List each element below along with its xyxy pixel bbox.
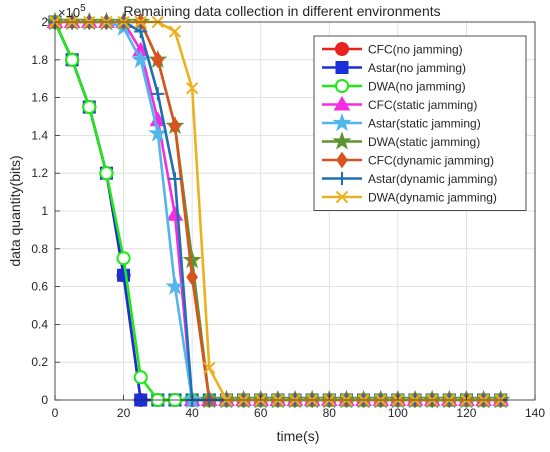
y-tick-label: 1 — [41, 204, 48, 218]
legend-label: CFC(static jamming) — [368, 98, 477, 112]
data-point-diamond — [152, 51, 164, 69]
data-point-square — [117, 268, 131, 282]
y-tick-label: 0.8 — [31, 242, 48, 256]
data-point-star — [332, 112, 352, 132]
legend-entry: DWA(no jamming) — [322, 78, 466, 94]
x-axis-label: time(s) — [277, 428, 320, 444]
data-point-diamond — [186, 268, 198, 286]
y-tick-label: 0.2 — [31, 355, 48, 369]
legend-entry: CFC(static jamming) — [322, 95, 477, 112]
data-point-circle — [82, 100, 97, 115]
legend: CFC(no jamming) Astar(no jamming) DWA(no j… — [313, 35, 527, 211]
data-point-star — [148, 123, 168, 142]
chart-title: Remaining data collection in different e… — [123, 3, 440, 19]
data-point-triangle — [333, 95, 351, 111]
y-exponent-power: 5 — [80, 3, 86, 14]
legend-label: DWA(static jamming) — [368, 135, 480, 149]
x-tick-label: 20 — [117, 406, 131, 420]
data-point-diamond — [336, 151, 348, 169]
data-point-circle — [65, 52, 80, 67]
y-tick-label: 1.8 — [31, 53, 48, 67]
x-tick-label: 120 — [456, 406, 476, 420]
data-point-circle — [99, 166, 114, 181]
legend-label: Astar(no jamming) — [368, 61, 466, 75]
y-axis-label: data quantity(bits) — [7, 155, 23, 266]
data-point-plus — [151, 87, 165, 101]
x-tick-label: 40 — [185, 406, 199, 420]
legend-entry: Astar(static jamming) — [322, 112, 481, 132]
y-tick-label: 1.2 — [31, 166, 48, 180]
legend-label: Astar(dynamic jamming) — [368, 172, 497, 186]
data-point-diamond — [169, 117, 181, 135]
data-point-x — [185, 81, 199, 95]
x-tick-label: 100 — [388, 406, 408, 420]
legend-entry: Astar(no jamming) — [322, 61, 466, 75]
data-point-circle — [116, 251, 131, 266]
data-point-triangle — [166, 206, 184, 221]
y-tick-label: 0.4 — [31, 317, 48, 331]
x-tick-label: 60 — [254, 406, 268, 420]
x-tick-label: 140 — [525, 406, 545, 420]
y-exponent-base: ×10 — [58, 5, 80, 20]
legend-label: DWA(no jamming) — [368, 80, 466, 94]
legend-label: CFC(dynamic jamming) — [368, 154, 494, 168]
data-point-star — [182, 250, 202, 269]
legend-entry: CFC(no jamming) — [322, 41, 463, 57]
x-tick-label: 0 — [52, 406, 59, 420]
data-point-plus — [168, 172, 182, 186]
y-tick-label: 0.6 — [31, 280, 48, 294]
y-axis-exponent: ×105 — [58, 3, 86, 20]
y-tick-label: 2 — [41, 15, 48, 29]
legend-label: Astar(static jamming) — [368, 117, 481, 131]
data-point-star — [332, 131, 352, 150]
legend-entry: DWA(dynamic jamming) — [322, 191, 497, 205]
y-tick-label: 1.4 — [31, 128, 48, 142]
data-point-plus — [134, 24, 148, 39]
data-point-x — [168, 25, 182, 38]
legend-label: DWA(dynamic jamming) — [368, 191, 497, 205]
data-point-x — [203, 361, 216, 375]
x-tick-label: 80 — [323, 406, 337, 420]
legend-entry: CFC(dynamic jamming) — [322, 151, 494, 169]
y-tick-label: 1.6 — [31, 91, 48, 105]
tick-labels: 0 20 40 60 80 100 120 140 0 0.2 0.4 0.6 0.8 1 1.2 1.4 1.… — [31, 15, 545, 420]
legend-entry: Astar(dynamic jamming) — [322, 171, 497, 186]
data-point-x — [335, 190, 349, 204]
data-point-square — [335, 61, 349, 74]
y-tick-label: 0 — [41, 393, 48, 407]
data-point-plus — [335, 171, 349, 186]
legend-label: CFC(no jamming) — [368, 43, 463, 57]
data-point-circle — [334, 78, 350, 94]
data-point-circle — [334, 41, 350, 57]
data-point-circle — [133, 370, 148, 385]
data-point-star — [165, 276, 185, 295]
axes — [54, 21, 536, 401]
legend-entry: DWA(static jamming) — [322, 131, 480, 150]
